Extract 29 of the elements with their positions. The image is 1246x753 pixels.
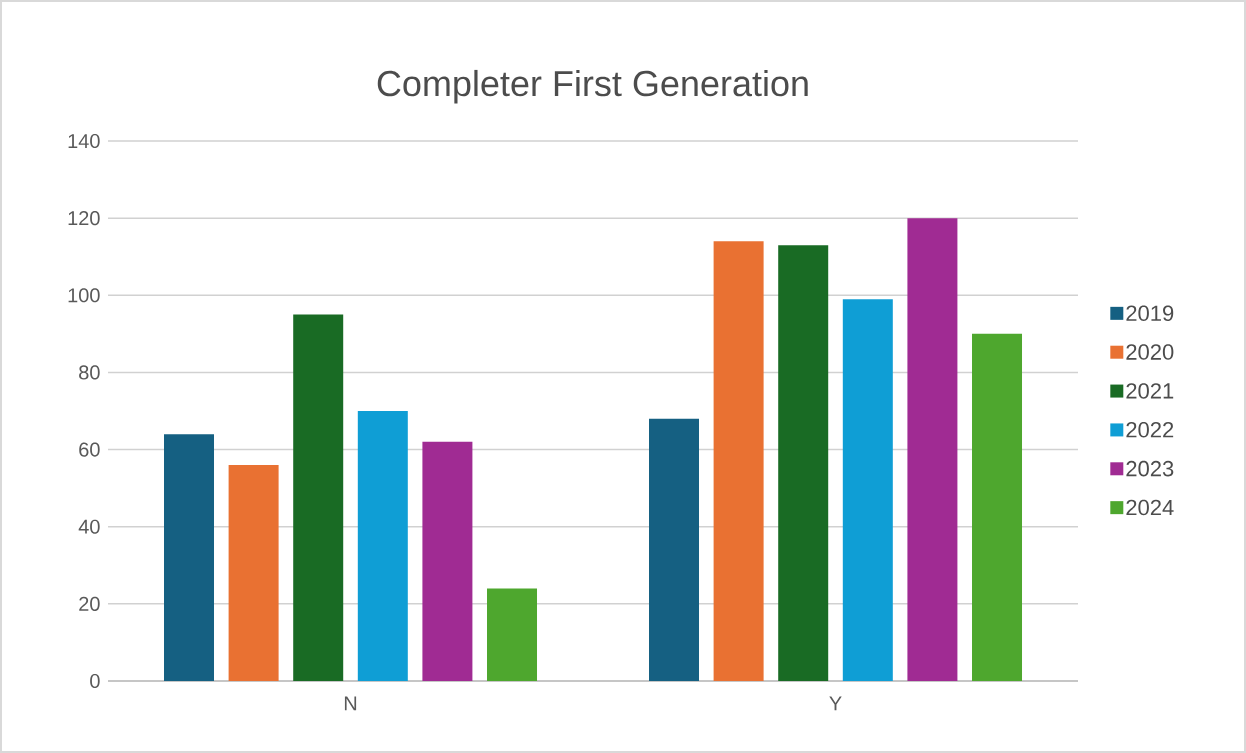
bar: [228, 465, 279, 681]
legend-label: 2024: [1126, 499, 1174, 516]
bar: [422, 441, 473, 681]
bar: [778, 245, 829, 681]
bar: [972, 333, 1023, 681]
legend-label: 2019: [1126, 305, 1174, 321]
bar: [164, 434, 215, 681]
bar: [907, 218, 958, 681]
chart-title: Completer First Generation: [377, 69, 808, 104]
y-tick-label: 120: [68, 211, 100, 226]
bar: [357, 411, 408, 681]
y-tick-label: 40: [78, 519, 100, 534]
x-tick-label: Y: [829, 696, 842, 711]
y-tick-label: 60: [79, 442, 100, 457]
y-tick-label: 100: [68, 288, 100, 303]
y-tick-label: 20: [79, 596, 100, 611]
y-tick-label: 80: [79, 365, 100, 380]
x-tick-label: N: [344, 696, 357, 711]
legend-label: 2020: [1126, 344, 1174, 360]
bar: [487, 588, 538, 681]
legend-label: 2021: [1126, 383, 1174, 399]
legend-label: 2023: [1126, 460, 1174, 477]
y-tick-label: 0: [90, 673, 100, 689]
bar: [293, 314, 344, 681]
bar: [842, 299, 893, 681]
legend-label: 2022: [1126, 421, 1174, 438]
bar: [713, 241, 764, 681]
y-tick-label: 140: [68, 133, 100, 149]
bar: [649, 418, 700, 681]
